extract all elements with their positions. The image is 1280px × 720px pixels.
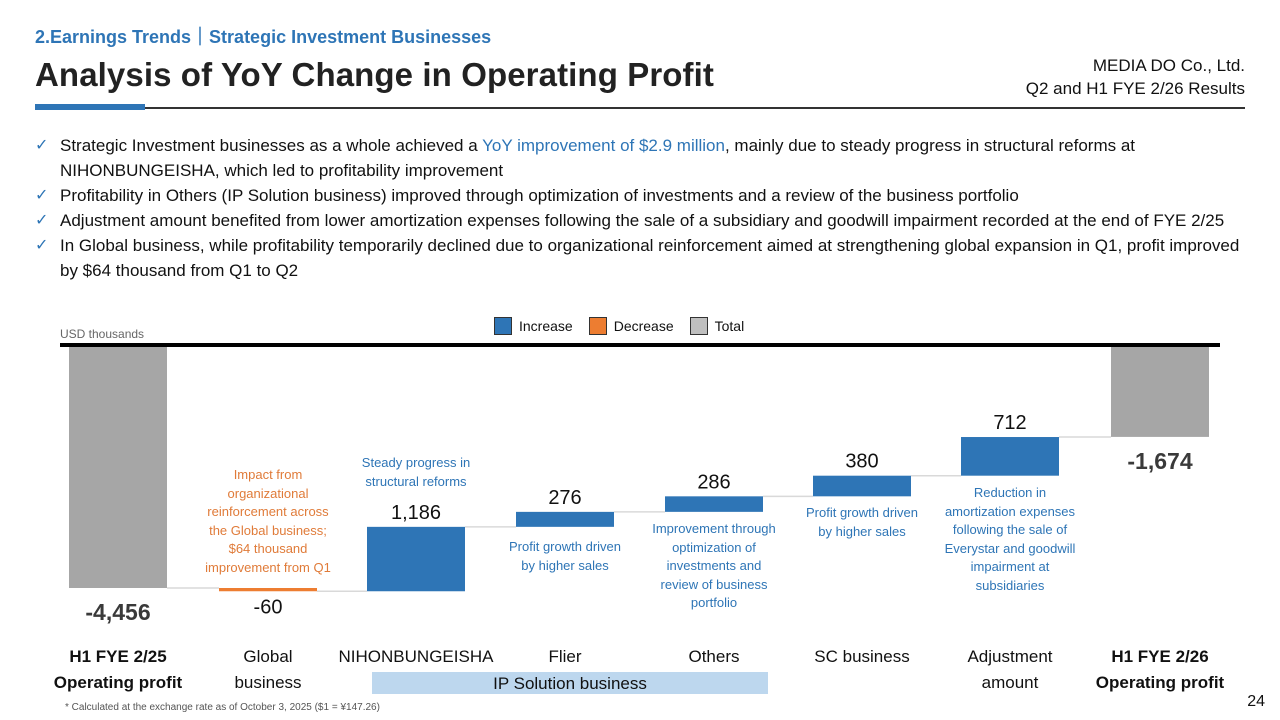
legend-item-total: Total: [689, 317, 745, 335]
bullet-item: ✓ Adjustment amount benefited from lower…: [35, 208, 1250, 233]
value-label: -4,456: [85, 599, 150, 625]
value-label: 712: [993, 412, 1026, 434]
bar-decrease: [219, 588, 317, 592]
value-label: -60: [254, 596, 283, 618]
legend-swatch-decrease: [588, 317, 607, 335]
annotation: Profit growth driven by higher sales: [509, 539, 621, 573]
ip-solution-band-label: IP Solution business: [493, 674, 647, 693]
category-label: Adjustment amount: [967, 647, 1053, 692]
page-number: 24: [1247, 693, 1265, 710]
value-label: 380: [845, 451, 878, 473]
category-label: NIHONBUNGEISHA: [338, 647, 494, 666]
bullet-item: ✓ Strategic Investment businesses as a w…: [35, 133, 1250, 183]
bullet-text: Strategic Investment businesses as a who…: [60, 136, 483, 155]
bullet-text: Profitability in Others (IP Solution bus…: [60, 186, 1019, 205]
legend-swatch-total: [689, 317, 708, 335]
legend-swatch-increase: [494, 317, 512, 335]
ip-solution-band: [372, 672, 768, 694]
legend-item-decrease: Decrease: [588, 317, 674, 335]
section-title: 2.Earnings Trends｜Strategic Investment B…: [35, 27, 492, 47]
bullet-highlight: YoY improvement of $2.9 million: [482, 136, 725, 155]
bar-increase: [813, 475, 911, 497]
bullet-text: , mainly due to steady progress in struc…: [60, 136, 1136, 180]
page-title: Analysis of YoY Change in Operating Prof…: [35, 56, 714, 93]
unit-label: USD thousands: [60, 327, 145, 341]
title-divider: [35, 107, 1245, 109]
legend-label: Decrease: [613, 318, 674, 334]
annotation: Impact from organizational reinforcement a…: [205, 467, 331, 575]
bar-increase: [961, 437, 1059, 476]
chart-legend: Increase Decrease Total: [494, 317, 760, 335]
category-label: H1 FYE 2/25 Operating profit: [53, 647, 183, 692]
category-label: Others: [688, 647, 740, 666]
annotation: Reduction in amortization expenses followi…: [944, 485, 1076, 593]
bar-increase: [665, 496, 763, 512]
category-label: Flier: [548, 647, 582, 666]
bullet-list: ✓ Strategic Investment businesses as a w…: [35, 133, 1250, 283]
legend-label: Increase: [519, 318, 573, 334]
bar-total: [1111, 346, 1209, 437]
company-info: MEDIA DO Co., Ltd. Q2 and H1 FYE 2/26 Re…: [1026, 54, 1245, 100]
category-label: H1 FYE 2/26 Operating profit: [1095, 647, 1225, 692]
bullet-text: In Global business, while profitability …: [60, 236, 1240, 280]
value-label: 286: [697, 471, 730, 493]
legend-item-increase: Increase: [494, 317, 573, 335]
annotation: Improvement through optimization of invest…: [652, 521, 776, 610]
check-icon: ✓: [35, 237, 49, 254]
bullet-item: ✓ Profitability in Others (IP Solution b…: [35, 183, 1250, 208]
title-accent-bar: [35, 104, 145, 110]
value-label: -1,674: [1127, 448, 1192, 474]
bar-increase: [367, 526, 465, 592]
annotation: Steady progress in structural reforms: [361, 455, 471, 489]
bullet-item: ✓ In Global business, while profitabilit…: [35, 233, 1250, 283]
bullet-text: Adjustment amount benefited from lower a…: [60, 211, 1225, 230]
annotation: Profit growth driven by higher sales: [806, 505, 918, 539]
check-icon: ✓: [35, 187, 49, 204]
bar-total: [69, 346, 167, 588]
value-label: 276: [548, 487, 581, 509]
value-label: 1,186: [391, 502, 441, 524]
legend-label: Total: [714, 318, 745, 334]
report-name: Q2 and H1 FYE 2/26 Results: [1025, 79, 1245, 98]
footnote: * Calculated at the exchange rate as of …: [65, 702, 380, 713]
bar-increase: [516, 511, 614, 527]
company-name: MEDIA DO Co., Ltd.: [1092, 56, 1245, 75]
check-icon: ✓: [35, 212, 49, 229]
category-label: Global business: [234, 647, 302, 692]
category-label: SC business: [814, 647, 910, 666]
check-icon: ✓: [35, 137, 49, 154]
